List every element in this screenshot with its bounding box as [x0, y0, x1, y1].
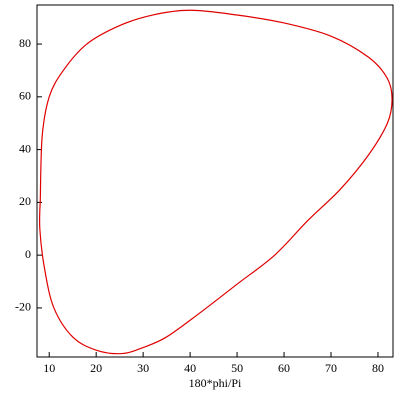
y-tick-label: 0	[25, 247, 31, 261]
x-axis-label: 180*phi/Pi	[189, 376, 242, 390]
x-tick-label: 10	[43, 361, 55, 375]
y-tick-label: -20	[15, 300, 31, 314]
y-tick-label: 60	[19, 89, 31, 103]
plot-frame	[36, 4, 394, 358]
x-tick-label: 20	[90, 361, 102, 375]
x-tick-label: 80	[372, 361, 384, 375]
x-tick-label: 50	[231, 361, 243, 375]
x-tick-label: 70	[325, 361, 337, 375]
y-tick-label: 40	[19, 141, 31, 155]
x-tick-label: 40	[184, 361, 196, 375]
x-tick-label: 60	[278, 361, 290, 375]
x-tick-label: 30	[137, 361, 149, 375]
y-tick-label: 80	[19, 36, 31, 50]
y-tick-label: 20	[19, 194, 31, 208]
curve	[38, 9, 393, 355]
